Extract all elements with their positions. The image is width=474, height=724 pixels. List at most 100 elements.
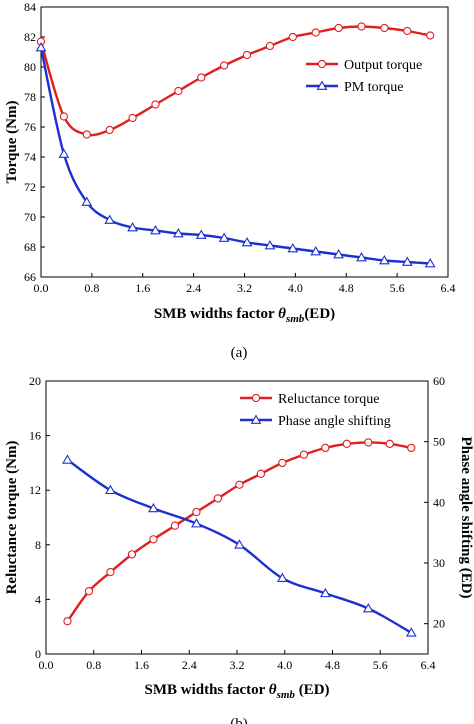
y-tick-label: 84	[24, 0, 36, 14]
legend-marker-output-torque	[317, 59, 327, 69]
panel-a-ticks: 0.0 0.8 1.6 2.4 3.2 4.0 4.8 5.6 6.4 66 68 70 72 74 76 7…	[24, 0, 456, 295]
panel-a-x-axis-label-main: SMB widths factor	[154, 306, 278, 322]
data-point-output-torque	[426, 31, 435, 40]
y-right-tick-label: 20	[433, 617, 445, 631]
panel-b-x-axis-label-main: SMB widths factor	[144, 682, 268, 698]
data-point-phase-angle-shifting	[148, 502, 159, 513]
data-point-reluctance-torque	[106, 567, 115, 577]
data-point-phase-angle-shifting	[362, 602, 374, 613]
panel-a-legend: Output torque PM torque	[306, 58, 422, 95]
y-tick-label: 8	[35, 538, 41, 552]
x-tick-label: 5.6	[390, 281, 405, 295]
x-tick-label: 3.2	[230, 658, 245, 672]
x-tick-label: 2.4	[186, 281, 201, 295]
data-point-output-torque	[403, 26, 412, 36]
data-point-pm-torque	[401, 256, 413, 266]
data-point-output-torque	[380, 23, 389, 33]
data-point-output-torque	[288, 32, 297, 42]
data-point-output-torque	[311, 28, 320, 37]
x-tick-label: 0.0	[34, 281, 49, 295]
panel-b-legend: Reluctance torque Phase angle shifting	[240, 392, 391, 429]
data-point-reluctance-torque	[213, 494, 223, 503]
data-point-output-torque	[105, 125, 114, 135]
data-point-output-torque	[242, 50, 252, 60]
y-tick-label: 82	[24, 30, 36, 44]
x-tick-label: 4.0	[288, 281, 303, 295]
data-point-phase-angle-shifting	[405, 627, 417, 637]
y-tick-label: 78	[24, 90, 36, 104]
panel-b-caption: (b)	[230, 716, 248, 724]
y-tick-label: 4	[35, 592, 41, 606]
chart-panel-a: 0.0 0.8 1.6 2.4 3.2 4.0 4.8 5.6 6.4 66 68 70 72 74 76 7…	[4, 0, 456, 361]
panel-b-x-axis-label: SMB widths factor θsmb (ED)	[144, 682, 329, 701]
y-right-tick-label: 40	[433, 495, 445, 509]
data-point-pm-torque	[356, 251, 367, 262]
data-point-output-torque	[334, 23, 343, 33]
panel-b-y-axis-label-right: Phase angle shifting (ED)	[458, 436, 474, 598]
data-point-output-torque	[59, 112, 69, 121]
y-tick-label: 12	[29, 483, 41, 497]
x-tick-label: 0.8	[84, 281, 99, 295]
panel-b-x-axis-label-subscript: smb	[276, 689, 296, 701]
data-point-output-torque	[265, 41, 275, 51]
data-point-pm-torque	[150, 224, 161, 235]
x-tick-label: 0.0	[39, 658, 54, 672]
data-point-pm-torque	[127, 221, 138, 232]
data-point-pm-torque	[218, 232, 230, 242]
chart-panel-b: 0.0 0.8 1.6 2.4 3.2 4.0 4.8 5.6 6.4 0 4 8 12 16 20 20 30…	[4, 374, 474, 724]
y-right-tick-label: 50	[433, 435, 445, 449]
data-point-reluctance-torque	[321, 443, 330, 453]
data-point-reluctance-torque	[385, 439, 394, 448]
panel-a-plot-frame	[40, 6, 449, 278]
x-tick-label: 1.6	[134, 658, 149, 672]
data-point-reluctance-torque	[299, 450, 308, 459]
panel-b-series-group	[62, 438, 417, 637]
data-point-pm-torque	[81, 196, 93, 206]
data-point-output-torque	[128, 113, 137, 123]
legend-marker-pm-torque	[316, 80, 328, 90]
panel-a-x-axis-label-symbol: θ	[278, 306, 286, 322]
y-tick-label: 80	[24, 60, 36, 74]
data-point-pm-torque	[195, 229, 207, 239]
legend-label-reluctance-torque: Reluctance torque	[278, 392, 379, 407]
data-point-pm-torque	[310, 245, 322, 256]
x-tick-label: 4.0	[277, 658, 292, 672]
data-point-phase-angle-shifting	[105, 484, 116, 495]
legend-label-output-torque: Output torque	[344, 58, 422, 73]
data-point-pm-torque	[241, 236, 253, 247]
data-point-reluctance-torque	[407, 443, 416, 453]
legend-label-pm-torque: PM torque	[344, 80, 404, 95]
y-tick-label: 0	[35, 647, 41, 661]
data-point-reluctance-torque	[149, 535, 158, 544]
x-tick-label: 3.2	[237, 281, 252, 295]
x-tick-label: 4.8	[325, 658, 340, 672]
data-point-pm-torque	[35, 41, 47, 52]
x-tick-label: 1.6	[135, 281, 150, 295]
x-tick-label: 0.8	[86, 658, 101, 672]
panel-a-x-axis-label-subscript: smb	[285, 313, 305, 325]
x-tick-label: 6.4	[441, 281, 456, 295]
y-tick-label: 70	[24, 210, 36, 224]
legend-label-phase-angle-shifting: Phase angle shifting	[278, 414, 391, 429]
y-tick-label: 76	[24, 120, 36, 134]
panel-b-ticks: 0.0 0.8 1.6 2.4 3.2 4.0 4.8 5.6 6.4 0 4 8 12 16 20 20 30…	[29, 374, 445, 672]
data-point-pm-torque	[264, 239, 276, 250]
panel-a-caption: (a)	[231, 345, 248, 361]
data-point-pm-torque	[173, 227, 184, 238]
x-tick-label: 5.6	[373, 658, 388, 672]
y-right-tick-label: 30	[433, 556, 445, 570]
data-point-reluctance-torque	[342, 439, 351, 448]
data-point-reluctance-torque	[278, 458, 287, 468]
panel-b-plot-frame	[45, 380, 429, 655]
data-point-pm-torque	[104, 214, 116, 224]
y-tick-label: 68	[24, 240, 36, 254]
legend-marker-reluctance-torque	[251, 393, 261, 403]
y-tick-label: 74	[24, 150, 36, 164]
data-point-reluctance-torque	[127, 550, 137, 559]
x-tick-label: 6.4	[421, 658, 436, 672]
data-point-output-torque	[82, 130, 91, 139]
y-tick-label: 66	[24, 270, 36, 284]
data-point-reluctance-torque	[63, 617, 72, 626]
data-point-phase-angle-shifting	[277, 572, 288, 583]
